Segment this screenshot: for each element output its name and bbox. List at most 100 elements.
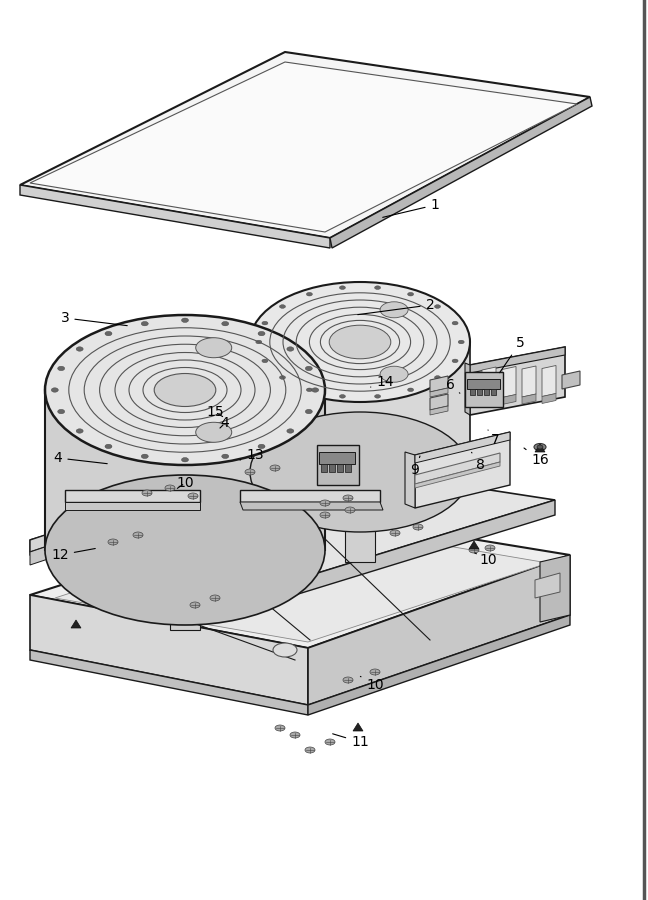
Polygon shape xyxy=(502,394,516,404)
Ellipse shape xyxy=(287,428,294,433)
Polygon shape xyxy=(430,394,448,410)
Text: 11: 11 xyxy=(332,734,369,749)
Polygon shape xyxy=(465,372,503,407)
Ellipse shape xyxy=(485,545,495,551)
Polygon shape xyxy=(250,342,470,472)
Polygon shape xyxy=(71,620,81,628)
Ellipse shape xyxy=(452,321,458,325)
Text: 4: 4 xyxy=(220,416,229,430)
Text: 5: 5 xyxy=(500,336,524,373)
Polygon shape xyxy=(240,490,380,502)
Polygon shape xyxy=(415,453,500,484)
Ellipse shape xyxy=(45,315,325,465)
Ellipse shape xyxy=(45,475,325,625)
Ellipse shape xyxy=(305,366,312,371)
Polygon shape xyxy=(30,510,570,648)
Polygon shape xyxy=(45,390,325,550)
Ellipse shape xyxy=(58,366,65,371)
Text: 1: 1 xyxy=(383,198,439,218)
Ellipse shape xyxy=(142,490,152,496)
Ellipse shape xyxy=(469,547,479,553)
Text: 9: 9 xyxy=(411,456,420,477)
Polygon shape xyxy=(502,366,516,398)
Ellipse shape xyxy=(375,286,380,290)
Ellipse shape xyxy=(141,454,148,458)
Ellipse shape xyxy=(343,677,353,683)
Polygon shape xyxy=(469,541,479,549)
Polygon shape xyxy=(170,550,200,630)
Polygon shape xyxy=(482,395,496,405)
Text: 10: 10 xyxy=(360,677,384,692)
Polygon shape xyxy=(522,394,536,404)
Polygon shape xyxy=(317,445,359,485)
Ellipse shape xyxy=(320,512,330,518)
Ellipse shape xyxy=(340,286,345,290)
Polygon shape xyxy=(345,472,375,562)
Ellipse shape xyxy=(154,374,216,407)
Polygon shape xyxy=(430,388,448,397)
Polygon shape xyxy=(405,452,415,508)
Polygon shape xyxy=(562,371,580,389)
Ellipse shape xyxy=(537,445,543,449)
Ellipse shape xyxy=(165,485,175,491)
Polygon shape xyxy=(30,510,120,552)
Ellipse shape xyxy=(188,493,198,499)
Ellipse shape xyxy=(279,375,286,379)
Text: 15: 15 xyxy=(206,405,224,419)
Polygon shape xyxy=(329,464,335,472)
Ellipse shape xyxy=(181,318,189,322)
Ellipse shape xyxy=(58,410,65,414)
Polygon shape xyxy=(470,389,475,395)
Ellipse shape xyxy=(273,643,297,657)
Polygon shape xyxy=(30,540,295,595)
Ellipse shape xyxy=(307,388,312,392)
Ellipse shape xyxy=(262,359,268,363)
Ellipse shape xyxy=(408,292,413,296)
Polygon shape xyxy=(353,723,363,731)
Ellipse shape xyxy=(370,669,380,675)
Ellipse shape xyxy=(51,388,58,392)
Ellipse shape xyxy=(222,454,229,458)
Ellipse shape xyxy=(325,739,335,745)
Text: 2: 2 xyxy=(358,298,434,315)
Polygon shape xyxy=(467,379,500,389)
Polygon shape xyxy=(535,444,545,452)
Ellipse shape xyxy=(312,388,319,392)
Ellipse shape xyxy=(181,457,189,462)
Polygon shape xyxy=(542,393,556,403)
Polygon shape xyxy=(415,432,510,463)
Polygon shape xyxy=(345,464,351,472)
Text: 4: 4 xyxy=(54,451,107,465)
Polygon shape xyxy=(308,555,570,705)
Polygon shape xyxy=(337,464,343,472)
Polygon shape xyxy=(482,367,496,398)
Ellipse shape xyxy=(108,539,118,545)
Ellipse shape xyxy=(307,292,312,296)
Polygon shape xyxy=(55,520,548,642)
Text: 8: 8 xyxy=(472,453,485,472)
Ellipse shape xyxy=(258,331,265,336)
Polygon shape xyxy=(319,452,355,464)
Ellipse shape xyxy=(287,346,294,351)
Ellipse shape xyxy=(76,428,83,433)
Ellipse shape xyxy=(534,444,546,451)
Ellipse shape xyxy=(133,532,143,538)
Polygon shape xyxy=(522,366,536,397)
Ellipse shape xyxy=(305,747,315,753)
Ellipse shape xyxy=(250,282,470,402)
Polygon shape xyxy=(477,389,482,395)
Ellipse shape xyxy=(105,445,112,448)
Polygon shape xyxy=(30,522,120,565)
Polygon shape xyxy=(20,185,330,248)
Ellipse shape xyxy=(380,366,408,382)
Text: 14: 14 xyxy=(371,375,394,389)
Polygon shape xyxy=(20,52,590,238)
Polygon shape xyxy=(30,62,577,232)
Polygon shape xyxy=(484,389,489,395)
Text: 16: 16 xyxy=(524,448,549,467)
Ellipse shape xyxy=(329,325,391,359)
Ellipse shape xyxy=(190,602,200,608)
Ellipse shape xyxy=(222,321,229,326)
Polygon shape xyxy=(330,97,592,248)
Ellipse shape xyxy=(320,500,330,506)
